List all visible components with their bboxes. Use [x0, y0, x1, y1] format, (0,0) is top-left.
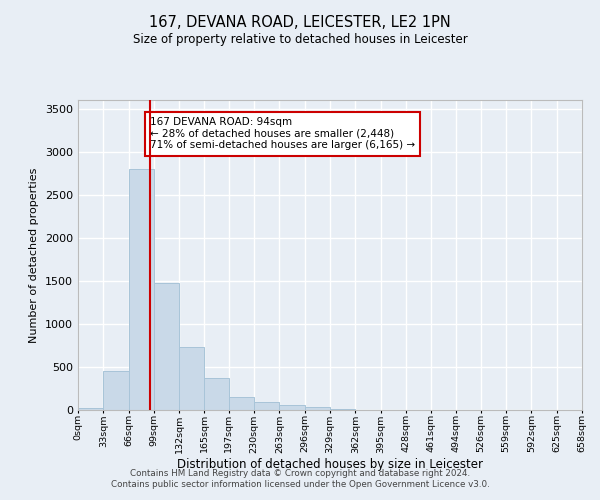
- Bar: [179, 347, 205, 410]
- Y-axis label: Number of detached properties: Number of detached properties: [29, 168, 40, 342]
- Bar: [305, 408, 330, 410]
- Bar: [103, 371, 128, 410]
- Bar: [280, 406, 305, 410]
- Bar: [78, 408, 103, 410]
- Text: Size of property relative to detached houses in Leicester: Size of property relative to detached ho…: [133, 32, 467, 46]
- Bar: [330, 409, 355, 410]
- Text: 167, DEVANA ROAD, LEICESTER, LE2 1PN: 167, DEVANA ROAD, LEICESTER, LE2 1PN: [149, 15, 451, 30]
- Bar: [205, 378, 229, 410]
- Bar: [229, 397, 254, 410]
- Text: Contains public sector information licensed under the Open Government Licence v3: Contains public sector information licen…: [110, 480, 490, 489]
- Bar: [128, 169, 154, 410]
- Bar: [254, 402, 280, 410]
- X-axis label: Distribution of detached houses by size in Leicester: Distribution of detached houses by size …: [177, 458, 483, 471]
- Text: 167 DEVANA ROAD: 94sqm
← 28% of detached houses are smaller (2,448)
71% of semi-: 167 DEVANA ROAD: 94sqm ← 28% of detached…: [150, 117, 415, 150]
- Text: Contains HM Land Registry data © Crown copyright and database right 2024.: Contains HM Land Registry data © Crown c…: [130, 468, 470, 477]
- Bar: [154, 284, 179, 410]
